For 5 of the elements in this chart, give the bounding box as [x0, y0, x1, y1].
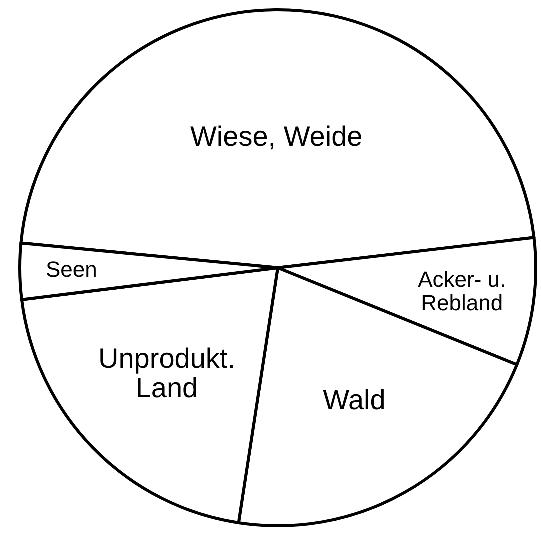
slice-label: Wald: [323, 384, 386, 416]
slice-label: Unprodukt. Land: [98, 344, 236, 404]
slice-label: Seen: [46, 256, 98, 282]
slice-label: Wiese, Weide: [190, 121, 363, 152]
slice-label: Acker- u. Rebland: [418, 267, 506, 316]
